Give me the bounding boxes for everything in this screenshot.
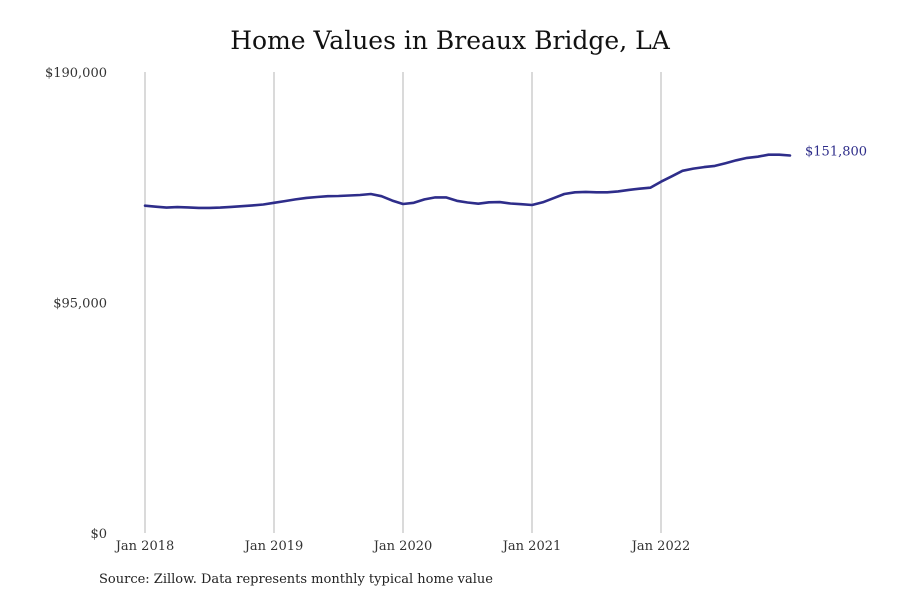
end-value-label: $151,800	[805, 144, 867, 159]
x-tick-label: Jan 2021	[501, 539, 562, 554]
gridlines	[144, 72, 662, 533]
x-tick-label: Jan 2020	[372, 539, 433, 554]
x-tick-label: Jan 2018	[114, 539, 175, 554]
chart-title: Home Values in Breaux Bridge, LA	[230, 26, 670, 55]
y-tick-label: $95,000	[53, 297, 107, 312]
series-line-0	[143, 153, 792, 210]
y-tick-label: $0	[90, 527, 107, 542]
source-note: Source: Zillow. Data represents monthly …	[99, 572, 493, 587]
y-tick-label: $190,000	[45, 66, 107, 81]
x-tick-label: Jan 2022	[630, 539, 691, 554]
y-axis-ticks: $0 $95,000 $190,000	[45, 66, 107, 542]
x-axis-ticks: Jan 2018 Jan 2019 Jan 2020 Jan 2021 Jan 2022	[114, 539, 691, 554]
series-layer	[143, 153, 792, 210]
x-tick-label: Jan 2019	[243, 539, 304, 554]
